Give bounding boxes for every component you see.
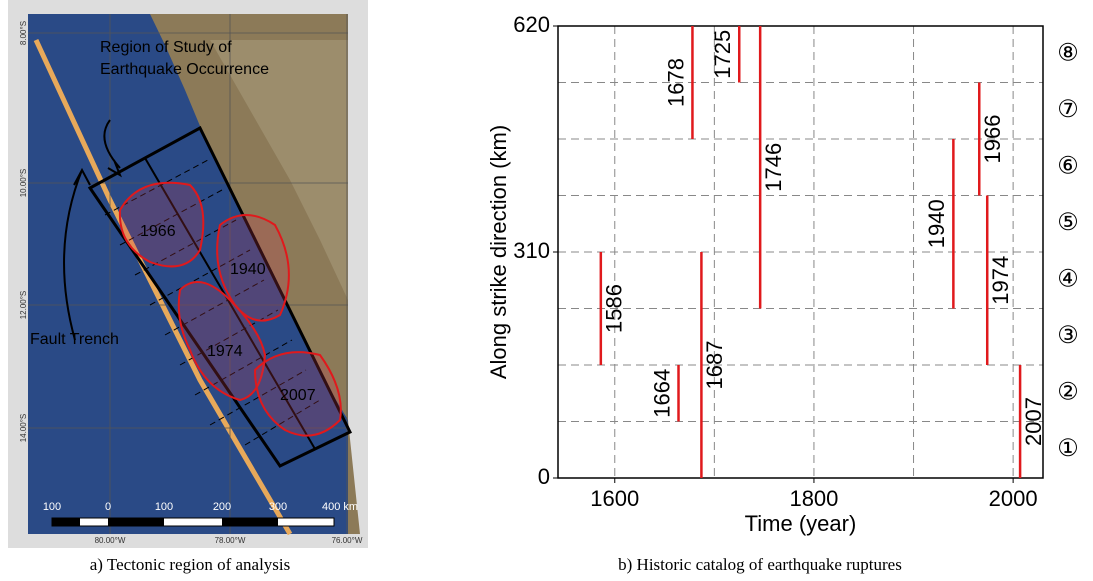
segment-label: ① [1057, 435, 1079, 462]
rupture-label: 1940 [924, 199, 949, 248]
lat-label: 10.00°S [19, 169, 28, 198]
rupture-label: 1746 [761, 143, 786, 192]
y-tick-label: 620 [513, 12, 550, 37]
y-tick-label: 0 [538, 464, 550, 489]
segment-label: ③ [1057, 322, 1079, 349]
study-region [87, 125, 353, 468]
rupture-label: 1725 [710, 30, 735, 79]
rupture-label: 2007 [1021, 397, 1046, 446]
rupture-label: 1586 [602, 284, 627, 333]
lat-label: 14.00°S [19, 414, 28, 443]
rupture-label: 1687 [702, 341, 727, 390]
segment-label: ⑤ [1057, 209, 1079, 236]
x-tick-label: 1800 [789, 486, 838, 511]
zone-label: 1966 [140, 223, 176, 240]
map-title: Earthquake Occurrence [100, 61, 269, 78]
y-tick-label: 310 [513, 238, 550, 263]
map-grid [28, 14, 348, 534]
mountains [210, 40, 348, 300]
segment-label: ⑦ [1057, 96, 1079, 123]
x-tick-label: 2000 [989, 486, 1038, 511]
rupture-label: 1678 [663, 58, 688, 107]
zone-label: 2007 [280, 387, 316, 404]
rupture-label: 1664 [649, 369, 674, 418]
scale-label: 300 [269, 501, 287, 513]
scale-bar: 100 0 100 200 300 400 km [43, 501, 358, 527]
scale-label: 100 [155, 501, 173, 513]
lon-label: 76.00°W [332, 536, 363, 545]
segment-label: ⑧ [1057, 40, 1079, 67]
segment-label: ② [1057, 379, 1079, 406]
caption: a) Tectonic region of analysis [90, 555, 291, 574]
rupture-label: 1974 [988, 256, 1013, 305]
scale-label: 400 km [322, 501, 358, 513]
lat-label: 12.00°S [19, 291, 28, 320]
scale-label: 200 [213, 501, 231, 513]
arrow [63, 167, 91, 341]
segment-label: ④ [1057, 266, 1079, 293]
lon-label: 78.00°W [215, 536, 246, 545]
x-axis-label: Time (year) [745, 511, 857, 536]
scale-label: 100 [43, 501, 61, 513]
segment-label: ⑥ [1057, 153, 1079, 180]
y-axis-label: Along strike direction (km) [486, 125, 511, 379]
arrow [103, 119, 123, 178]
lon-label: 80.00°W [95, 536, 126, 545]
caption: b) Historic catalog of earthquake ruptur… [618, 555, 902, 574]
rupture-label: 1966 [980, 115, 1005, 164]
rupture-zones [118, 181, 342, 437]
x-tick-label: 1600 [590, 486, 639, 511]
zone-label: 1974 [207, 343, 243, 360]
trench-label: Fault Trench [30, 331, 119, 348]
map: Region of Study of Earthquake Occurrence… [8, 0, 368, 548]
map-title: Region of Study of [100, 39, 232, 56]
trench-line [33, 38, 293, 536]
scale-label: 0 [105, 501, 111, 513]
zone-label: 1940 [230, 261, 266, 278]
lat-label: 8.00°S [19, 21, 28, 45]
